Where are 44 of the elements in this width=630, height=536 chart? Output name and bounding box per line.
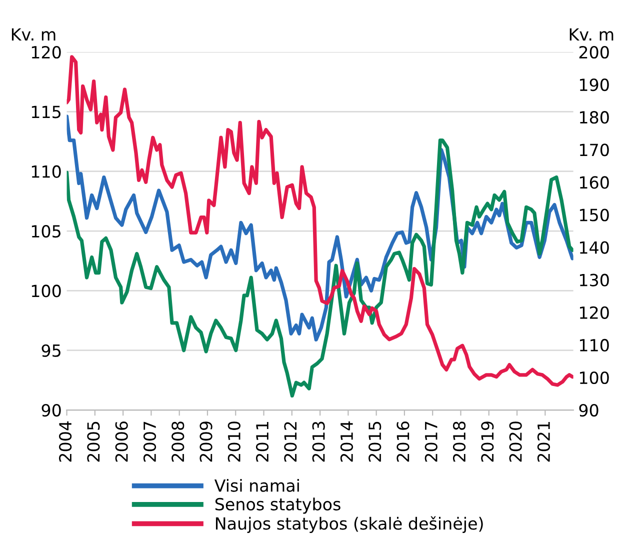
x-tick-label: 2019: [481, 422, 494, 462]
x-tick-label: 2010: [228, 422, 240, 462]
y2-tick-label: 170: [580, 144, 609, 156]
y2-tick-label: 130: [580, 274, 609, 286]
y-tick-label: 100: [32, 284, 61, 298]
y-tick-label: 120: [32, 46, 61, 59]
y2-tick-label: 140: [580, 241, 609, 254]
y2-tick-label: 150: [580, 208, 609, 222]
legend-label: Senos statybos: [215, 498, 340, 514]
x-tick-label: 2017: [424, 422, 438, 462]
y2-tick-label: 110: [580, 338, 609, 352]
y2-tick-label: 100: [580, 371, 609, 384]
y-tick-label: 90: [42, 404, 61, 417]
line-series: [66, 138, 574, 398]
y-tick-label: 95: [42, 344, 60, 357]
y2-tick-label: 90: [579, 404, 598, 417]
x-tick-label: 2011: [256, 422, 269, 462]
y2-axis-title: Kv. m: [570, 28, 614, 40]
y2-tick-label: 160: [580, 176, 609, 189]
y2-tick-label: 120: [580, 306, 609, 319]
x-tick-label: 2020: [509, 422, 522, 462]
x-tick-label: 2009: [200, 422, 212, 462]
x-tick-label: 2008: [172, 422, 184, 462]
x-tick-label: 2016: [396, 422, 410, 462]
y2-tick-label: 180: [580, 111, 609, 124]
y2-tick-label: 200: [579, 46, 609, 59]
x-tick-label: 2005: [87, 422, 100, 462]
x-tick-label: 2006: [115, 422, 128, 462]
x-tick-label: 2014: [340, 421, 354, 462]
x-tick-label: 2021: [537, 422, 550, 462]
line-series: [66, 55, 574, 387]
y-tick-label: 105: [32, 224, 60, 238]
x-tick-label: 2004: [59, 421, 72, 462]
x-tick-label: 2015: [368, 422, 382, 462]
legend-label: Visi namai: [214, 478, 299, 492]
y2-tick-label: 190: [580, 78, 609, 92]
x-tick-label: 2007: [143, 422, 156, 462]
legend-label: Naujos statybos (skalė dešinėje): [216, 516, 483, 534]
x-tick-label: 2012: [284, 422, 297, 462]
y-axis-title: Kv. m: [12, 28, 56, 40]
y-tick-label: 115: [32, 106, 60, 118]
y-tick-label: 110: [32, 165, 61, 178]
x-tick-label: 2018: [452, 422, 466, 462]
x-tick-label: 2013: [312, 422, 325, 462]
